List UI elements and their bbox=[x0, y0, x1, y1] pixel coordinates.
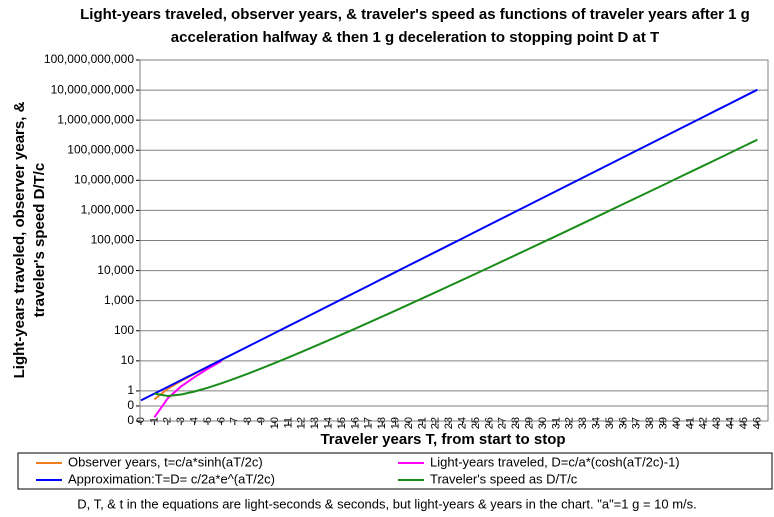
legend-label: Traveler's speed as D/T/c bbox=[430, 471, 578, 486]
x-tick-label: 13 bbox=[309, 417, 321, 429]
x-tick-label: 41 bbox=[684, 417, 696, 429]
x-tick-label: 11 bbox=[282, 417, 294, 428]
x-tick-label: 0 bbox=[135, 417, 147, 423]
x-tick-label: 26 bbox=[483, 417, 495, 429]
y-tick-label: 100,000 bbox=[91, 233, 135, 247]
footnote: D, T, & t in the equations are light-sec… bbox=[77, 496, 697, 511]
x-tick-label: 17 bbox=[363, 417, 375, 429]
y-tick-label: 10,000,000 bbox=[74, 173, 134, 187]
x-tick-label: 30 bbox=[537, 417, 549, 429]
series-line bbox=[154, 138, 758, 397]
x-tick-label: 22 bbox=[430, 417, 442, 429]
y-tick-label: 10,000 bbox=[97, 263, 134, 277]
x-tick-label: 32 bbox=[564, 417, 576, 429]
x-tick-label: 44 bbox=[725, 417, 737, 429]
legend-label: Approximation:T=D= c/2a*e^(aT/2c) bbox=[68, 471, 275, 486]
x-tick-label: 36 bbox=[617, 417, 629, 429]
series-line bbox=[140, 88, 758, 402]
x-tick-label: 4 bbox=[189, 417, 201, 423]
y-tick-label: 100 bbox=[114, 323, 134, 337]
x-tick-label: 1 bbox=[148, 417, 160, 423]
x-tick-label: 6 bbox=[215, 417, 227, 423]
x-tick-label: 40 bbox=[671, 417, 683, 429]
x-tick-label: 27 bbox=[497, 417, 509, 429]
y-axis-title: Light-years traveled, observer years, & bbox=[11, 101, 28, 378]
x-tick-label: 29 bbox=[524, 417, 536, 429]
x-tick-label: 7 bbox=[229, 417, 241, 423]
x-tick-label: 37 bbox=[631, 417, 643, 429]
legend-label: Observer years, t=c/a*sinh(aT/2c) bbox=[68, 454, 263, 469]
x-tick-label: 46 bbox=[751, 417, 763, 429]
y-tick-label: 1,000 bbox=[104, 293, 134, 307]
x-tick-label: 39 bbox=[658, 417, 670, 429]
x-tick-label: 15 bbox=[336, 417, 348, 429]
y-tick-label: 1,000,000 bbox=[81, 203, 135, 217]
chart-title: Light-years traveled, observer years, & … bbox=[80, 6, 750, 23]
x-tick-label: 16 bbox=[349, 417, 361, 429]
x-tick-label: 18 bbox=[376, 417, 388, 429]
x-tick-label: 23 bbox=[443, 417, 455, 429]
x-tick-label: 31 bbox=[550, 417, 562, 429]
chart-title: acceleration halfway & then 1 g decelera… bbox=[171, 29, 659, 46]
x-tick-label: 2 bbox=[162, 417, 174, 423]
x-tick-label: 28 bbox=[510, 417, 522, 429]
x-tick-label: 43 bbox=[711, 417, 723, 429]
plot-border bbox=[139, 59, 769, 422]
y-tick-label: 100,000,000,000 bbox=[44, 52, 134, 66]
y-tick-label: 100,000,000 bbox=[67, 142, 134, 156]
y-tick-label: 0 bbox=[127, 413, 134, 427]
x-axis-title: Traveler years T, from start to stop bbox=[320, 431, 565, 448]
x-tick-label: 12 bbox=[296, 417, 308, 429]
series-line bbox=[153, 360, 222, 418]
x-tick-label: 25 bbox=[470, 417, 482, 429]
y-tick-label: 10 bbox=[121, 353, 135, 367]
y-tick-label: 10,000,000,000 bbox=[51, 82, 135, 96]
x-tick-label: 45 bbox=[738, 417, 750, 429]
x-tick-label: 42 bbox=[698, 417, 710, 429]
x-tick-label: 20 bbox=[403, 417, 415, 429]
x-tick-label: 24 bbox=[457, 417, 469, 429]
x-tick-label: 8 bbox=[242, 417, 254, 423]
x-tick-label: 38 bbox=[644, 417, 656, 429]
legend-label: Light-years traveled, D=c/a*(cosh(aT/2c)… bbox=[430, 454, 680, 469]
x-tick-label: 19 bbox=[390, 417, 402, 429]
x-tick-label: 14 bbox=[323, 417, 335, 429]
x-tick-label: 9 bbox=[256, 417, 268, 423]
x-tick-label: 21 bbox=[416, 417, 428, 429]
x-tick-label: 34 bbox=[591, 417, 603, 429]
y-tick-label: 1,000,000,000 bbox=[57, 112, 134, 126]
y-axis-title: traveler's speed D/T/c bbox=[31, 163, 48, 317]
x-tick-label: 33 bbox=[577, 417, 589, 429]
x-tick-label: 3 bbox=[175, 417, 187, 423]
x-tick-label: 5 bbox=[202, 417, 214, 423]
x-tick-label: 35 bbox=[604, 417, 616, 429]
legend-box bbox=[17, 452, 773, 490]
y-tick-label: 0 bbox=[127, 398, 134, 412]
x-tick-label: 10 bbox=[269, 417, 281, 429]
y-tick-label: 1 bbox=[127, 383, 134, 397]
